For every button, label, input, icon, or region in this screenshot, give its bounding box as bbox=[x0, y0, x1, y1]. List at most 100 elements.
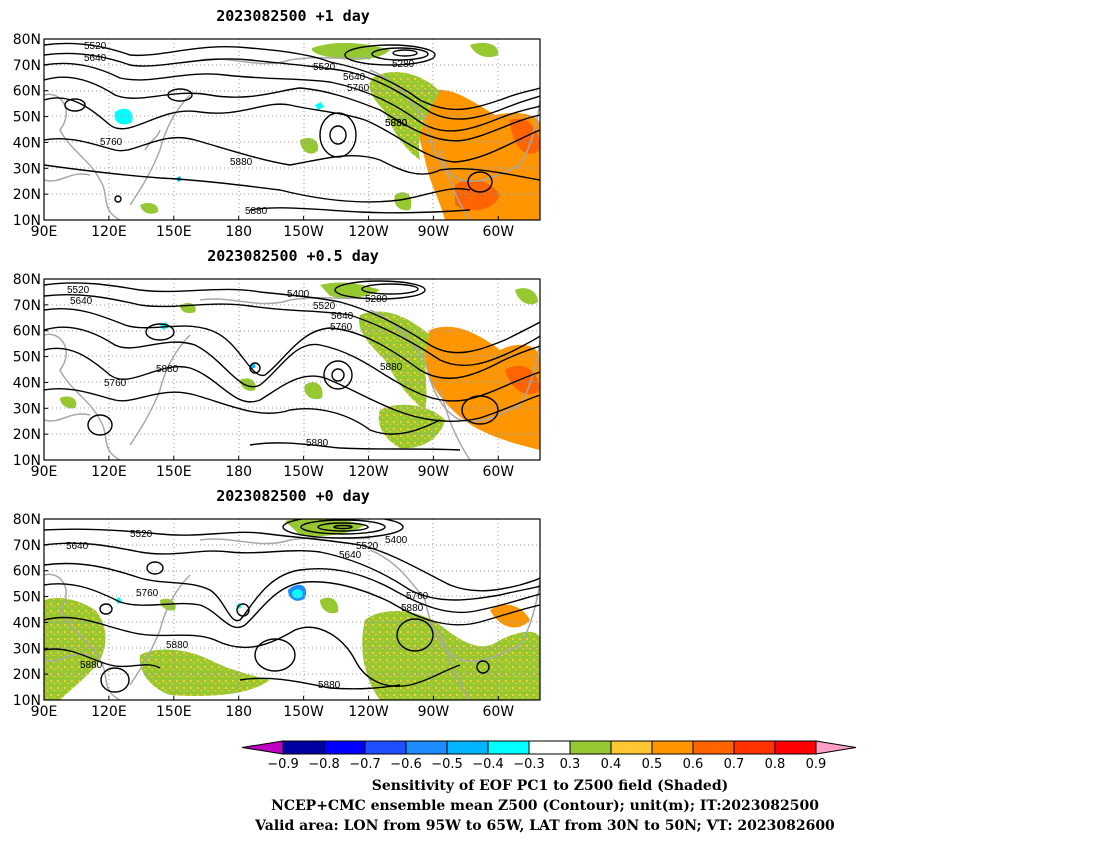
contour-label: 5520 bbox=[313, 301, 336, 312]
latitude-tick-label: 80N bbox=[13, 272, 41, 288]
figure-caption: Sensitivity of EOF PC1 to Z500 field (Sh… bbox=[254, 778, 835, 834]
longitude-tick-label: 150W bbox=[283, 704, 324, 720]
contour-label: 5880 bbox=[80, 660, 103, 671]
longitude-tick-label: 60W bbox=[482, 464, 514, 480]
longitude-tick-label: 150E bbox=[156, 704, 192, 720]
weak-positive-shading bbox=[311, 42, 390, 60]
colorbar-tick-label: 0.9 bbox=[806, 757, 827, 772]
contour-label: 5880 bbox=[306, 438, 329, 449]
strong-positive-shading bbox=[505, 365, 540, 395]
map-frame bbox=[43, 518, 541, 701]
latitude-tick-label: 20N bbox=[13, 667, 41, 683]
colorbar-tick-label: −0.3 bbox=[513, 757, 545, 772]
z500-contours bbox=[44, 280, 540, 451]
longitude-tick-label: 120W bbox=[348, 464, 389, 480]
contour-label: 5880 bbox=[245, 206, 268, 217]
colorbar-tick-label: −0.5 bbox=[431, 757, 463, 772]
longitude-axis: 90E 120E 150E 180 150W 120W 90W 60W bbox=[31, 696, 514, 720]
map-plot-area: 5640 5520 5760 5880 5880 5880 5520 5640 … bbox=[44, 519, 540, 700]
weak-positive-shading bbox=[140, 202, 159, 214]
longitude-tick-label: 120W bbox=[348, 704, 389, 720]
contour-label: 5520 bbox=[67, 285, 90, 296]
colorbar-segment bbox=[282, 740, 325, 755]
weak-positive-shading bbox=[470, 42, 499, 58]
latitude-tick-label: 30N bbox=[13, 161, 41, 177]
longitude-tick-label: 150E bbox=[156, 464, 192, 480]
contour-labels: 5520 5640 5760 5880 5880 5880 5520 5640 … bbox=[84, 41, 415, 217]
colorbar-tick-label: −0.7 bbox=[349, 757, 381, 772]
positive-sensitivity-shading bbox=[416, 89, 540, 220]
contour-label: 5760 bbox=[136, 588, 159, 599]
colorbar-segment bbox=[651, 740, 694, 755]
latitude-axis: 80N 70N 60N 50N 40N 30N 20N 10N bbox=[13, 272, 48, 469]
contour-label: 5520 bbox=[356, 541, 379, 552]
weak-positive-shading bbox=[359, 311, 430, 410]
longitude-tick-label: 120W bbox=[348, 224, 389, 240]
latitude-tick-label: 40N bbox=[13, 615, 41, 631]
z500-contours bbox=[44, 519, 540, 693]
latitude-tick-label: 20N bbox=[13, 427, 41, 443]
colorbar-tick-label: 0.7 bbox=[724, 757, 745, 772]
coastline bbox=[44, 56, 540, 220]
longitude-tick-label: 90E bbox=[31, 704, 58, 720]
contour-label: 5280 bbox=[392, 59, 415, 70]
contour-label: 5520 bbox=[313, 62, 336, 73]
latitude-tick-label: 40N bbox=[13, 135, 41, 151]
contour-label: 5640 bbox=[343, 72, 366, 83]
contour-label: 5880 bbox=[230, 157, 253, 168]
latitude-tick-label: 50N bbox=[13, 110, 41, 126]
latitude-tick-label: 30N bbox=[13, 641, 41, 657]
colorbar-tick-label: −0.9 bbox=[267, 757, 299, 772]
weak-positive-shading bbox=[139, 649, 270, 697]
weak-positive-shading bbox=[240, 378, 256, 391]
contour-label: 5640 bbox=[66, 541, 89, 552]
coastline bbox=[44, 296, 540, 460]
contour-label: 5880 bbox=[385, 118, 408, 129]
caption-line-1: Sensitivity of EOF PC1 to Z500 field (Sh… bbox=[372, 778, 728, 794]
colorbar-tick-label: −0.8 bbox=[308, 757, 340, 772]
contour-label: 5520 bbox=[130, 529, 153, 540]
colorbar-lower-extension bbox=[241, 740, 284, 755]
colorbar-tick-label: 0.6 bbox=[683, 757, 704, 772]
contour-label: 5640 bbox=[70, 296, 93, 307]
latitude-tick-label: 70N bbox=[13, 58, 41, 74]
longitude-tick-label: 150W bbox=[283, 464, 324, 480]
longitude-tick-label: 60W bbox=[482, 224, 514, 240]
contour-label: 5880 bbox=[380, 362, 403, 373]
longitude-tick-label: 90W bbox=[418, 464, 450, 480]
longitude-tick-label: 120E bbox=[91, 464, 127, 480]
colorbar-tick-label: 0.4 bbox=[601, 757, 622, 772]
contour-label: 5520 bbox=[84, 41, 107, 52]
latitude-axis: 80N 70N 60N 50N 40N 30N 20N 10N bbox=[13, 32, 48, 229]
colorbar-tick-label: 0.3 bbox=[560, 757, 581, 772]
contour-label: 5880 bbox=[318, 680, 341, 691]
caption-line-3: Valid area: LON from 95W to 65W, LAT fro… bbox=[254, 818, 835, 834]
map-panel-plus-0-day: 2023082500 +0 day bbox=[13, 487, 541, 720]
weak-positive-shading bbox=[394, 192, 412, 211]
colorbar-tick-label: 0.8 bbox=[765, 757, 786, 772]
latitude-tick-label: 10N bbox=[13, 453, 41, 469]
longitude-tick-label: 180 bbox=[225, 464, 252, 480]
latitude-tick-label: 50N bbox=[13, 350, 41, 366]
contour-label: 5400 bbox=[287, 289, 310, 300]
longitude-tick-label: 90W bbox=[418, 224, 450, 240]
longitude-tick-label: 60W bbox=[482, 704, 514, 720]
graticule bbox=[44, 519, 540, 700]
longitude-tick-label: 150E bbox=[156, 224, 192, 240]
map-frame bbox=[43, 38, 541, 221]
latitude-tick-label: 60N bbox=[13, 564, 41, 580]
colorbar-segment bbox=[364, 740, 407, 755]
weak-positive-shading bbox=[60, 396, 77, 409]
weak-positive-shading bbox=[44, 598, 106, 700]
contour-label: 5280 bbox=[365, 294, 388, 305]
contour-label: 5760 bbox=[104, 378, 127, 389]
latitude-tick-label: 70N bbox=[13, 538, 41, 554]
longitude-tick-label: 120E bbox=[91, 224, 127, 240]
longitude-tick-label: 90E bbox=[31, 464, 58, 480]
weak-positive-shading bbox=[362, 610, 540, 700]
colorbar-segment bbox=[405, 740, 448, 755]
longitude-tick-label: 180 bbox=[225, 224, 252, 240]
longitude-tick-label: 120E bbox=[91, 704, 127, 720]
longitude-tick-label: 90W bbox=[418, 704, 450, 720]
